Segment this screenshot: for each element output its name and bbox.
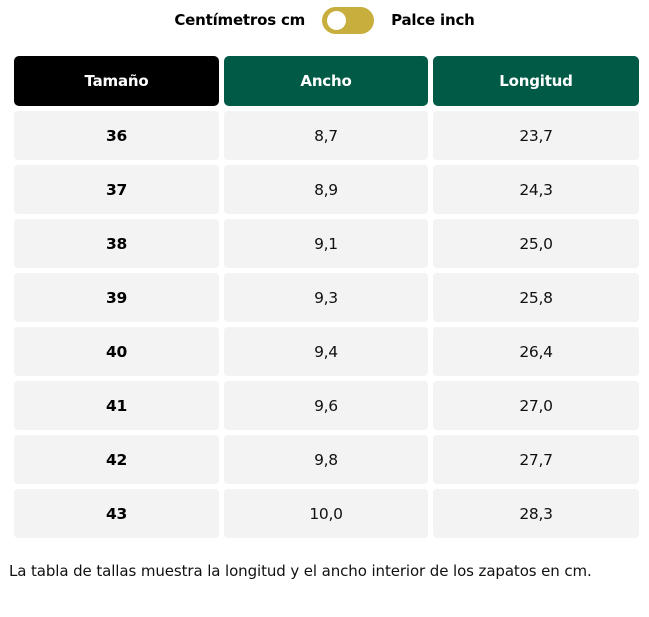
width-cell: 9,8 [224,435,428,484]
length-cell: 27,0 [433,381,639,430]
column-header-size: Tamaño [14,56,219,106]
width-cell: 9,4 [224,327,428,376]
column-header-length: Longitud [433,56,639,106]
size-cell: 41 [14,381,219,430]
width-cell: 8,9 [224,165,428,214]
length-cell: 25,0 [433,219,639,268]
length-cell: 23,7 [433,111,639,160]
unit-toggle: Centímetros cm Palce inch [0,6,649,34]
length-cell: 26,4 [433,327,639,376]
length-cell: 27,7 [433,435,639,484]
width-cell: 9,1 [224,219,428,268]
unit-switch-knob [327,10,347,30]
width-cell: 9,6 [224,381,428,430]
size-cell: 39 [14,273,219,322]
size-cell: 43 [14,489,219,538]
size-table-note: La tabla de tallas muestra la longitud y… [9,562,592,580]
size-cell: 42 [14,435,219,484]
length-cell: 25,8 [433,273,639,322]
unit-label-cm[interactable]: Centímetros cm [174,11,306,29]
size-cell: 37 [14,165,219,214]
size-cell: 40 [14,327,219,376]
size-cell: 36 [14,111,219,160]
size-cell: 38 [14,219,219,268]
column-header-width: Ancho [224,56,428,106]
width-cell: 8,7 [224,111,428,160]
unit-label-inch[interactable]: Palce inch [391,11,475,29]
width-cell: 9,3 [224,273,428,322]
length-cell: 28,3 [433,489,639,538]
length-cell: 24,3 [433,165,639,214]
size-table: Tamaño Ancho Longitud 36 8,7 23,7 37 8,9… [14,56,639,538]
unit-switch[interactable] [322,6,375,34]
width-cell: 10,0 [224,489,428,538]
